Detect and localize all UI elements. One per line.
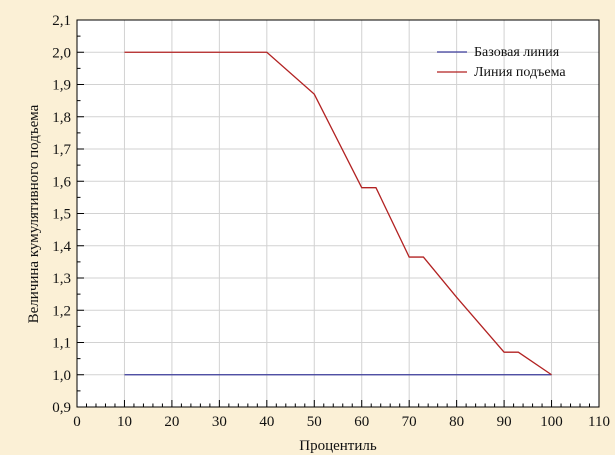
y-tick-label: 0,9 — [52, 400, 71, 416]
y-tick-label: 1,0 — [52, 368, 71, 384]
series-group — [124, 51, 552, 376]
x-tick-label: 100 — [540, 414, 563, 430]
y-axis-title: Величина кумулятивного подъема — [26, 104, 42, 323]
y-tick-label: 1,9 — [52, 78, 71, 94]
y-tick-label: 1,7 — [52, 142, 71, 158]
x-tick-label: 20 — [164, 414, 179, 430]
x-tick-label: 60 — [354, 414, 369, 430]
y-tick-label: 1,3 — [52, 271, 71, 287]
x-tick-label: 70 — [402, 414, 417, 430]
x-tick-label: 90 — [497, 414, 512, 430]
grid — [76, 19, 600, 408]
y-tick-label: 1,4 — [52, 239, 71, 255]
x-tick-label: 50 — [307, 414, 322, 430]
y-tick-label: 1,6 — [52, 174, 71, 190]
x-tick-label: 10 — [117, 414, 132, 430]
x-tick-label: 30 — [212, 414, 227, 430]
legend-label-baseline: Базовая линия — [474, 45, 560, 60]
y-tick-label: 1,1 — [52, 336, 71, 352]
y-tick-label: 1,8 — [52, 110, 71, 126]
x-tick-label: 0 — [73, 414, 81, 430]
x-tick-label: 80 — [449, 414, 464, 430]
y-tick-label: 1,5 — [52, 207, 71, 223]
x-tick-label: 110 — [588, 414, 610, 430]
legend-label-lift: Линия подъема — [474, 65, 566, 80]
x-tick-label: 40 — [259, 414, 274, 430]
y-tick-label: 2,1 — [52, 13, 71, 29]
lift-line — [124, 51, 552, 376]
y-tick-label: 1,2 — [52, 303, 71, 319]
legend: Базовая линия Линия подъема — [437, 45, 566, 80]
y-tick-label: 2,0 — [52, 45, 71, 61]
ticks: 0 10 20 30 40 50 60 70 80 90 100 110 0,9 1,0 1,1 1,2 1,3… — [52, 13, 610, 430]
x-axis-title: Процентиль — [299, 438, 377, 454]
